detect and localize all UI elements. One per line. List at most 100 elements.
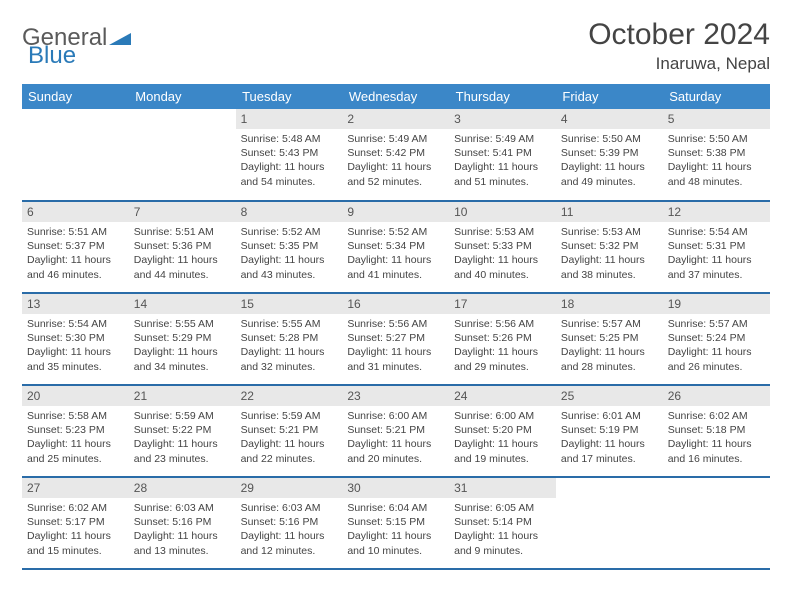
day-number: 5 <box>663 109 770 129</box>
day-header: Monday <box>129 84 236 109</box>
calendar-cell: 19Sunrise: 5:57 AMSunset: 5:24 PMDayligh… <box>663 293 770 385</box>
calendar-cell: 6Sunrise: 5:51 AMSunset: 5:37 PMDaylight… <box>22 201 129 293</box>
day-details: Sunrise: 6:02 AMSunset: 5:17 PMDaylight:… <box>22 498 129 561</box>
calendar-week-row: 13Sunrise: 5:54 AMSunset: 5:30 PMDayligh… <box>22 293 770 385</box>
calendar-cell: 5Sunrise: 5:50 AMSunset: 5:38 PMDaylight… <box>663 109 770 201</box>
day-number: 18 <box>556 294 663 314</box>
day-details: Sunrise: 5:52 AMSunset: 5:34 PMDaylight:… <box>342 222 449 285</box>
day-number: 7 <box>129 202 236 222</box>
day-number: 27 <box>22 478 129 498</box>
day-details: Sunrise: 5:53 AMSunset: 5:32 PMDaylight:… <box>556 222 663 285</box>
calendar-cell: 22Sunrise: 5:59 AMSunset: 5:21 PMDayligh… <box>236 385 343 477</box>
calendar-week-row: 20Sunrise: 5:58 AMSunset: 5:23 PMDayligh… <box>22 385 770 477</box>
day-details: Sunrise: 5:55 AMSunset: 5:28 PMDaylight:… <box>236 314 343 377</box>
calendar-week-row: 6Sunrise: 5:51 AMSunset: 5:37 PMDaylight… <box>22 201 770 293</box>
calendar-cell: 15Sunrise: 5:55 AMSunset: 5:28 PMDayligh… <box>236 293 343 385</box>
day-number: 14 <box>129 294 236 314</box>
calendar-cell: 24Sunrise: 6:00 AMSunset: 5:20 PMDayligh… <box>449 385 556 477</box>
day-details: Sunrise: 5:52 AMSunset: 5:35 PMDaylight:… <box>236 222 343 285</box>
day-details: Sunrise: 6:03 AMSunset: 5:16 PMDaylight:… <box>129 498 236 561</box>
day-details: Sunrise: 5:57 AMSunset: 5:24 PMDaylight:… <box>663 314 770 377</box>
calendar-cell: 10Sunrise: 5:53 AMSunset: 5:33 PMDayligh… <box>449 201 556 293</box>
day-number: 15 <box>236 294 343 314</box>
day-number: 1 <box>236 109 343 129</box>
day-details: Sunrise: 6:04 AMSunset: 5:15 PMDaylight:… <box>342 498 449 561</box>
calendar-body: 1Sunrise: 5:48 AMSunset: 5:43 PMDaylight… <box>22 109 770 569</box>
logo-mark-icon <box>109 24 131 52</box>
calendar-cell: 25Sunrise: 6:01 AMSunset: 5:19 PMDayligh… <box>556 385 663 477</box>
day-details: Sunrise: 5:56 AMSunset: 5:27 PMDaylight:… <box>342 314 449 377</box>
day-number: 29 <box>236 478 343 498</box>
day-details: Sunrise: 5:53 AMSunset: 5:33 PMDaylight:… <box>449 222 556 285</box>
day-header: Tuesday <box>236 84 343 109</box>
calendar-cell: 21Sunrise: 5:59 AMSunset: 5:22 PMDayligh… <box>129 385 236 477</box>
calendar-cell: 4Sunrise: 5:50 AMSunset: 5:39 PMDaylight… <box>556 109 663 201</box>
header: General October 2024 Inaruwa, Nepal <box>22 18 770 74</box>
calendar-cell <box>22 109 129 201</box>
day-details: Sunrise: 5:49 AMSunset: 5:42 PMDaylight:… <box>342 129 449 192</box>
day-number: 20 <box>22 386 129 406</box>
day-details: Sunrise: 5:51 AMSunset: 5:37 PMDaylight:… <box>22 222 129 285</box>
calendar-cell: 30Sunrise: 6:04 AMSunset: 5:15 PMDayligh… <box>342 477 449 569</box>
day-details: Sunrise: 6:02 AMSunset: 5:18 PMDaylight:… <box>663 406 770 469</box>
calendar-table: SundayMondayTuesdayWednesdayThursdayFrid… <box>22 84 770 570</box>
day-details: Sunrise: 5:51 AMSunset: 5:36 PMDaylight:… <box>129 222 236 285</box>
day-details: Sunrise: 6:05 AMSunset: 5:14 PMDaylight:… <box>449 498 556 561</box>
day-number: 25 <box>556 386 663 406</box>
day-header: Friday <box>556 84 663 109</box>
day-number: 17 <box>449 294 556 314</box>
day-details: Sunrise: 5:54 AMSunset: 5:30 PMDaylight:… <box>22 314 129 377</box>
day-number: 4 <box>556 109 663 129</box>
day-number: 10 <box>449 202 556 222</box>
day-number: 28 <box>129 478 236 498</box>
calendar-cell: 11Sunrise: 5:53 AMSunset: 5:32 PMDayligh… <box>556 201 663 293</box>
calendar-header-row: SundayMondayTuesdayWednesdayThursdayFrid… <box>22 84 770 109</box>
title-block: October 2024 Inaruwa, Nepal <box>588 18 770 74</box>
day-number: 22 <box>236 386 343 406</box>
calendar-cell: 8Sunrise: 5:52 AMSunset: 5:35 PMDaylight… <box>236 201 343 293</box>
day-number: 30 <box>342 478 449 498</box>
calendar-cell: 1Sunrise: 5:48 AMSunset: 5:43 PMDaylight… <box>236 109 343 201</box>
day-details: Sunrise: 5:50 AMSunset: 5:39 PMDaylight:… <box>556 129 663 192</box>
calendar-cell: 28Sunrise: 6:03 AMSunset: 5:16 PMDayligh… <box>129 477 236 569</box>
day-number: 16 <box>342 294 449 314</box>
day-details: Sunrise: 5:59 AMSunset: 5:22 PMDaylight:… <box>129 406 236 469</box>
calendar-week-row: 1Sunrise: 5:48 AMSunset: 5:43 PMDaylight… <box>22 109 770 201</box>
calendar-cell: 29Sunrise: 6:03 AMSunset: 5:16 PMDayligh… <box>236 477 343 569</box>
calendar-cell: 13Sunrise: 5:54 AMSunset: 5:30 PMDayligh… <box>22 293 129 385</box>
day-number: 2 <box>342 109 449 129</box>
day-number: 6 <box>22 202 129 222</box>
calendar-cell: 14Sunrise: 5:55 AMSunset: 5:29 PMDayligh… <box>129 293 236 385</box>
calendar-cell: 3Sunrise: 5:49 AMSunset: 5:41 PMDaylight… <box>449 109 556 201</box>
day-details: Sunrise: 5:56 AMSunset: 5:26 PMDaylight:… <box>449 314 556 377</box>
calendar-cell: 23Sunrise: 6:00 AMSunset: 5:21 PMDayligh… <box>342 385 449 477</box>
calendar-cell: 9Sunrise: 5:52 AMSunset: 5:34 PMDaylight… <box>342 201 449 293</box>
calendar-cell <box>129 109 236 201</box>
calendar-cell: 12Sunrise: 5:54 AMSunset: 5:31 PMDayligh… <box>663 201 770 293</box>
day-details: Sunrise: 5:59 AMSunset: 5:21 PMDaylight:… <box>236 406 343 469</box>
calendar-cell: 17Sunrise: 5:56 AMSunset: 5:26 PMDayligh… <box>449 293 556 385</box>
calendar-cell: 2Sunrise: 5:49 AMSunset: 5:42 PMDaylight… <box>342 109 449 201</box>
day-number: 21 <box>129 386 236 406</box>
calendar-week-row: 27Sunrise: 6:02 AMSunset: 5:17 PMDayligh… <box>22 477 770 569</box>
calendar-cell: 16Sunrise: 5:56 AMSunset: 5:27 PMDayligh… <box>342 293 449 385</box>
day-number: 23 <box>342 386 449 406</box>
location-label: Inaruwa, Nepal <box>588 54 770 74</box>
month-title: October 2024 <box>588 18 770 52</box>
calendar-cell: 7Sunrise: 5:51 AMSunset: 5:36 PMDaylight… <box>129 201 236 293</box>
day-number: 13 <box>22 294 129 314</box>
day-number: 12 <box>663 202 770 222</box>
calendar-cell: 20Sunrise: 5:58 AMSunset: 5:23 PMDayligh… <box>22 385 129 477</box>
day-number: 8 <box>236 202 343 222</box>
calendar-cell: 27Sunrise: 6:02 AMSunset: 5:17 PMDayligh… <box>22 477 129 569</box>
day-details: Sunrise: 5:54 AMSunset: 5:31 PMDaylight:… <box>663 222 770 285</box>
day-number: 26 <box>663 386 770 406</box>
day-details: Sunrise: 5:48 AMSunset: 5:43 PMDaylight:… <box>236 129 343 192</box>
day-details: Sunrise: 5:49 AMSunset: 5:41 PMDaylight:… <box>449 129 556 192</box>
day-details: Sunrise: 6:01 AMSunset: 5:19 PMDaylight:… <box>556 406 663 469</box>
day-number: 3 <box>449 109 556 129</box>
day-details: Sunrise: 6:00 AMSunset: 5:21 PMDaylight:… <box>342 406 449 469</box>
day-details: Sunrise: 5:58 AMSunset: 5:23 PMDaylight:… <box>22 406 129 469</box>
day-details: Sunrise: 5:50 AMSunset: 5:38 PMDaylight:… <box>663 129 770 192</box>
day-details: Sunrise: 6:00 AMSunset: 5:20 PMDaylight:… <box>449 406 556 469</box>
